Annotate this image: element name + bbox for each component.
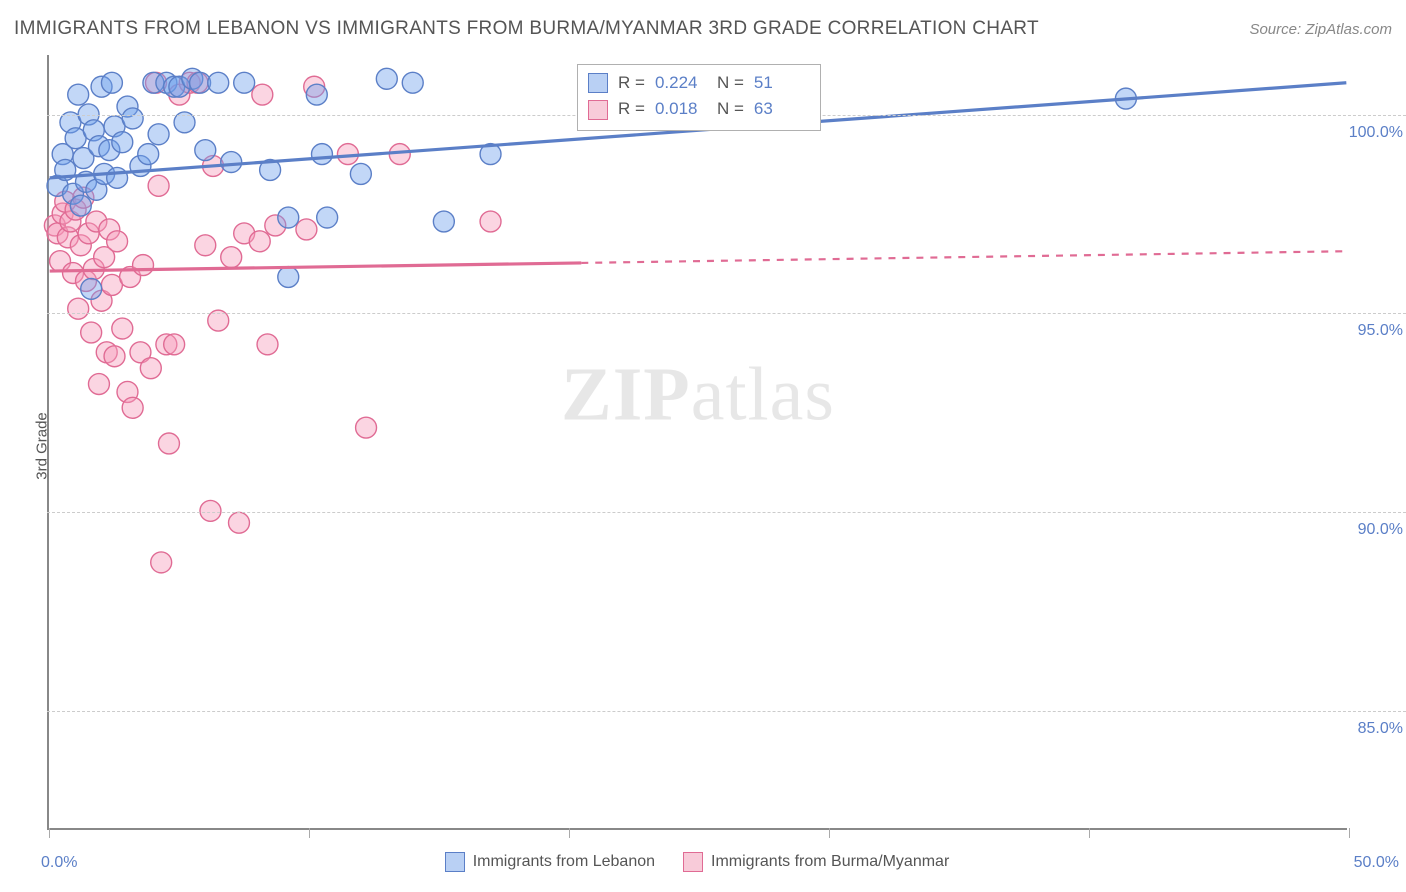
y-tick-label: 95.0% [1358,322,1403,340]
source-label: Source: ZipAtlas.com [1249,21,1392,38]
y-tick-label: 90.0% [1358,521,1403,539]
swatch-pink-icon [588,100,608,120]
legend-item-burma: Immigrants from Burma/Myanmar [683,852,949,872]
trend-line [50,263,582,271]
gridline-h [47,512,1406,513]
x-tick [1349,828,1350,838]
r-value: 0.018 [655,96,707,122]
legend-label: Immigrants from Lebanon [473,853,655,871]
x-tick [49,828,50,838]
y-tick-label: 85.0% [1358,720,1403,738]
stats-row-lebanon: R = 0.224 N = 51 [588,70,806,96]
plot-area: ZIPatlas R = 0.224 N = 51 R = 0.018 N = … [47,55,1347,830]
x-axis-max-label: 50.0% [1354,854,1399,872]
swatch-pink-icon [683,852,703,872]
chart-title: IMMIGRANTS FROM LEBANON VS IMMIGRANTS FR… [14,18,1039,40]
n-value: 63 [754,96,806,122]
x-tick [569,828,570,838]
n-value: 51 [754,70,806,96]
swatch-blue-icon [588,73,608,93]
legend-item-lebanon: Immigrants from Lebanon [445,852,655,872]
n-label: N = [717,70,744,96]
bottom-legend: Immigrants from Lebanon Immigrants from … [47,852,1347,872]
legend-label: Immigrants from Burma/Myanmar [711,853,949,871]
plot-inner: ZIPatlas R = 0.224 N = 51 R = 0.018 N = … [47,55,1347,830]
n-label: N = [717,96,744,122]
correlation-stats-box: R = 0.224 N = 51 R = 0.018 N = 63 [577,64,821,131]
x-tick [1089,828,1090,838]
y-tick-label: 100.0% [1349,124,1403,142]
r-value: 0.224 [655,70,707,96]
x-tick [309,828,310,838]
gridline-h [47,313,1406,314]
gridline-h [47,711,1406,712]
swatch-blue-icon [445,852,465,872]
r-label: R = [618,96,645,122]
x-tick [829,828,830,838]
trend-line-dashed [581,251,1346,263]
stats-row-burma: R = 0.018 N = 63 [588,96,806,122]
trend-layer [49,55,1347,828]
r-label: R = [618,70,645,96]
